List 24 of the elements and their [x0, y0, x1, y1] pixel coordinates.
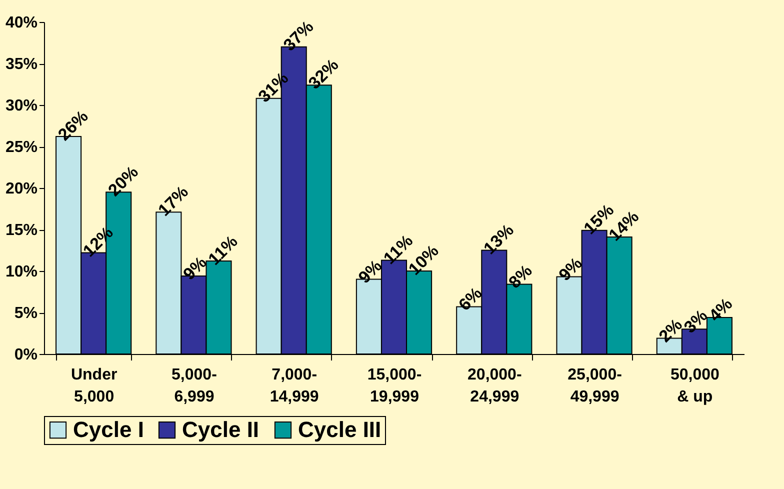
y-tick-label: 20%	[5, 180, 38, 198]
x-tick-label: 5,000- 6,999	[172, 366, 217, 406]
x-tick-label: Under 5,000	[70, 366, 118, 406]
legend-label: Cycle III	[298, 417, 382, 442]
data-label: 32%	[304, 55, 342, 93]
data-label: 9%	[354, 256, 386, 288]
y-tick-label: 25%	[5, 139, 38, 156]
y-tick-label: 0%	[14, 346, 38, 364]
y-tick-label: 10%	[5, 264, 38, 280]
x-tick-label: 7,000- 14,999	[270, 366, 319, 406]
data-label: 9%	[555, 254, 586, 285]
y-tick-label: 5%	[14, 305, 38, 322]
legend-label: Cycle I	[73, 417, 144, 442]
x-tick-label: 50,000 & up	[670, 366, 720, 406]
x-tick-label: 15,000- 19,999	[367, 366, 422, 406]
y-tick-label: 40%	[5, 14, 38, 32]
legend-label: Cycle II	[182, 417, 260, 442]
x-tick-label: 25,000- 49,999	[568, 366, 622, 406]
y-tick-label: 35%	[5, 56, 38, 73]
data-label: 6%	[454, 284, 486, 314]
x-tick-label: 20,000- 24,999	[468, 366, 522, 406]
y-tick-label: 15%	[5, 222, 38, 239]
y-tick-label: 30%	[5, 98, 38, 114]
data-label: 8%	[505, 261, 536, 292]
